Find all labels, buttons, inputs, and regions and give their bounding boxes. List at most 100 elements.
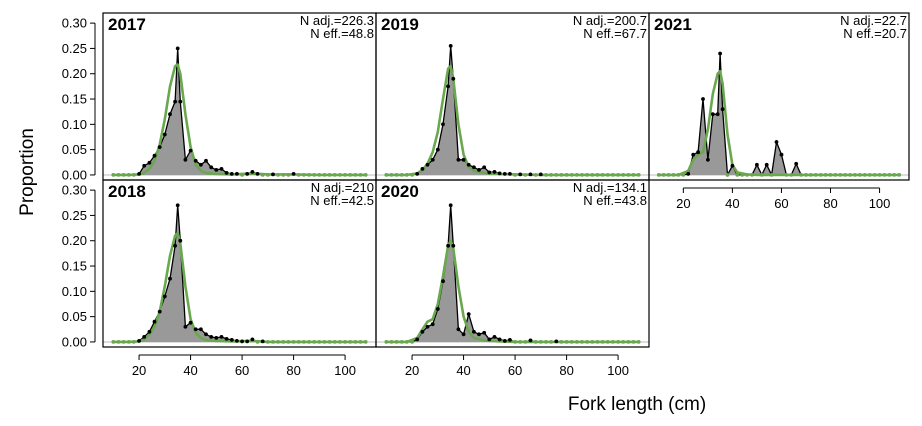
observed-point [276, 340, 280, 344]
observed-point [720, 107, 725, 112]
observed-point [616, 173, 620, 177]
observed-point [843, 173, 848, 177]
observed-point [671, 173, 676, 177]
observed-point [209, 165, 214, 170]
observed-point [585, 173, 590, 177]
observed-point [188, 148, 193, 153]
observed-point [137, 172, 142, 176]
x-tick-label: 40 [183, 363, 197, 378]
observed-point [338, 340, 342, 344]
observed-point [487, 170, 492, 175]
observed-point [338, 173, 342, 177]
observed-point [199, 327, 203, 332]
observed-point [523, 173, 528, 177]
observed-point [636, 173, 641, 177]
observed-point [152, 319, 157, 324]
observed-point [656, 173, 661, 177]
observed-point [769, 173, 774, 177]
panel-2020: 2020 N adj.=134.1N eff.=43.8 [375, 179, 650, 348]
observed-point [358, 340, 363, 344]
observed-point [513, 340, 517, 344]
observed-point [477, 332, 481, 337]
panels-layer: 2017 N adj.=226.3N eff.=48.8 2019 N adj.=20… [102, 12, 910, 348]
observed-point [580, 340, 584, 344]
observed-point [302, 173, 306, 177]
observed-point [538, 340, 543, 344]
observed-point [415, 337, 420, 342]
observed-point [260, 339, 265, 344]
observed-point [430, 322, 435, 327]
observed-point [600, 173, 605, 177]
observed-point [813, 173, 818, 177]
observed-point [245, 172, 250, 176]
observed-point [585, 340, 590, 344]
observed-point [389, 173, 394, 177]
observed-line [113, 48, 366, 176]
x-tick-label: 60 [235, 363, 249, 378]
observed-point [363, 173, 368, 177]
x-axis-title: Fork length (cm) [568, 394, 706, 415]
observed-point [126, 340, 131, 344]
observed-point [199, 162, 203, 167]
observed-point [332, 173, 337, 177]
x-axis: 20 40 60 80 100 [132, 354, 356, 378]
observed-point [214, 168, 219, 172]
y-axis-title: Proportion [17, 128, 38, 216]
observed-point [348, 173, 353, 177]
observed-point [533, 340, 538, 344]
observed-point [706, 157, 710, 162]
observed-point [502, 172, 507, 176]
y-tick-label: 0.10 [62, 284, 87, 299]
observed-point [317, 340, 322, 344]
x-axis: 20 40 60 80 100 [676, 187, 891, 211]
observed-point [405, 173, 409, 177]
observed-point [302, 340, 306, 344]
observed-point [240, 339, 245, 344]
observed-point [828, 173, 833, 177]
observed-point [343, 173, 347, 177]
n-eff-label: N eff.=48.8 [310, 26, 374, 41]
observed-point [399, 173, 404, 177]
observed-point [774, 140, 779, 144]
observed-point [862, 173, 867, 177]
observed-line [113, 205, 366, 343]
observed-point [461, 332, 466, 337]
y-tick-label: 0.20 [62, 233, 87, 248]
observed-point [882, 173, 887, 177]
observed-point [260, 173, 265, 177]
observed-point [755, 162, 759, 167]
observed-point [799, 173, 803, 177]
x-tick-label: 100 [869, 196, 891, 211]
observed-point [605, 173, 610, 177]
n-adj-label: N adj.=210 [311, 180, 374, 195]
observed-point [451, 243, 456, 248]
observed-point [332, 340, 337, 344]
observed-point [415, 172, 420, 176]
x-tick-label: 60 [508, 363, 522, 378]
observed-point [214, 336, 219, 340]
observed-point [853, 173, 857, 177]
observed-point [892, 173, 897, 177]
observed-point [626, 173, 631, 177]
observed-point [348, 340, 353, 344]
observed-point [312, 173, 317, 177]
observed-point [430, 157, 435, 162]
observed-point [307, 340, 311, 344]
observed-point [549, 340, 553, 344]
observed-point [676, 173, 681, 177]
observed-point [595, 173, 600, 177]
observed-point [147, 160, 152, 165]
expected-line [386, 64, 639, 177]
observed-point [451, 76, 456, 81]
observed-point [482, 165, 487, 170]
observed-point [224, 171, 229, 175]
observed-point [691, 152, 696, 157]
observed-point [235, 172, 239, 176]
observed-point [193, 327, 198, 332]
observed-point [183, 157, 188, 162]
observed-area [386, 205, 639, 342]
panel-year-label: 2017 [108, 15, 146, 34]
x-tick-label: 80 [559, 363, 573, 378]
observed-point [209, 335, 214, 339]
